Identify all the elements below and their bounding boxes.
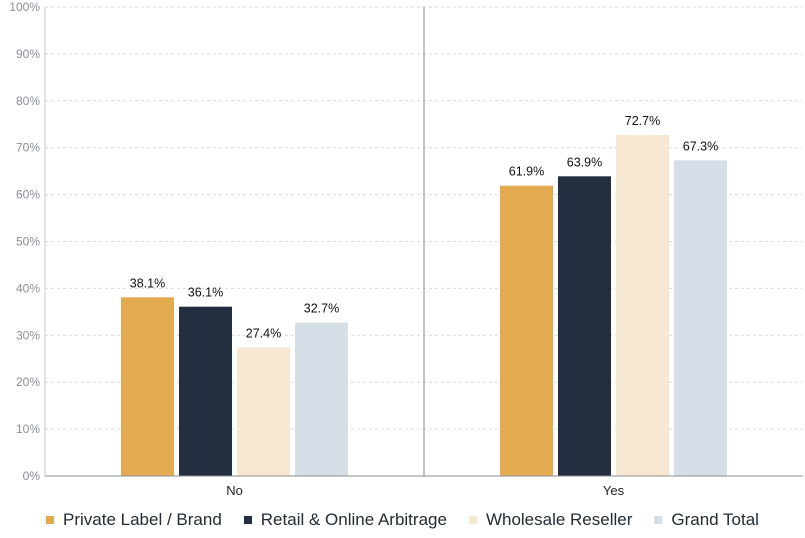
y-tick-label: 90% (16, 47, 40, 61)
legend-label: Private Label / Brand (63, 510, 222, 529)
y-tick-label: 0% (23, 469, 41, 483)
axes (44, 7, 803, 477)
bar (179, 306, 232, 476)
legend-item: Grand Total (654, 510, 759, 530)
y-tick-label: 60% (16, 188, 40, 202)
legend: Private Label / Brand Retail & Online Arb… (0, 510, 805, 530)
legend-swatch (243, 516, 252, 524)
y-tick-label: 30% (16, 328, 40, 342)
data-label: 63.9% (567, 155, 602, 169)
data-label: 32.7% (304, 302, 339, 316)
data-label: 36.1% (188, 286, 223, 300)
data-label: 38.1% (130, 276, 165, 290)
bar (674, 160, 727, 476)
legend-swatch (468, 516, 477, 524)
y-tick-label: 100% (9, 0, 40, 14)
legend-swatch (46, 516, 55, 524)
x-axis-ticks: No Yes (226, 483, 624, 498)
y-tick-label: 10% (16, 422, 40, 436)
y-tick-label: 40% (16, 281, 40, 295)
bars (121, 135, 727, 477)
x-tick-label: No (226, 483, 243, 498)
data-label: 61.9% (509, 165, 544, 179)
bar (558, 176, 611, 476)
data-labels: 38.1% 36.1% 27.4% 32.7% 61.9% 63.9% 72.7% 67.3% (130, 114, 718, 340)
y-tick-label: 20% (16, 375, 40, 389)
data-label: 67.3% (683, 139, 718, 153)
legend-label: Grand Total (671, 510, 759, 529)
legend-swatch (654, 516, 663, 524)
legend-item: Wholesale Reseller (468, 510, 633, 530)
x-tick-label: Yes (603, 483, 625, 498)
bar (121, 297, 174, 476)
y-tick-label: 50% (16, 235, 40, 249)
bar-chart: 0%10%20%30%40%50%60%70%80%90%100% 38.1%3… (9, 0, 803, 498)
bar (616, 135, 669, 477)
legend-item: Retail & Online Arbitrage (243, 510, 447, 530)
y-tick-label: 80% (16, 94, 40, 108)
data-label: 27.4% (246, 326, 281, 340)
y-axis-ticks: 0% 10% 20% 30% 40% 50% 60% 70% 80% 90% 100% (9, 0, 40, 483)
data-label: 72.7% (625, 114, 660, 128)
y-tick-label: 70% (16, 141, 40, 155)
legend-label: Retail & Online Arbitrage (260, 510, 447, 529)
legend-item: Private Label / Brand (46, 510, 222, 530)
legend-label: Wholesale Reseller (485, 510, 633, 529)
bar (500, 185, 553, 476)
bar (295, 322, 348, 476)
bar (237, 347, 290, 476)
